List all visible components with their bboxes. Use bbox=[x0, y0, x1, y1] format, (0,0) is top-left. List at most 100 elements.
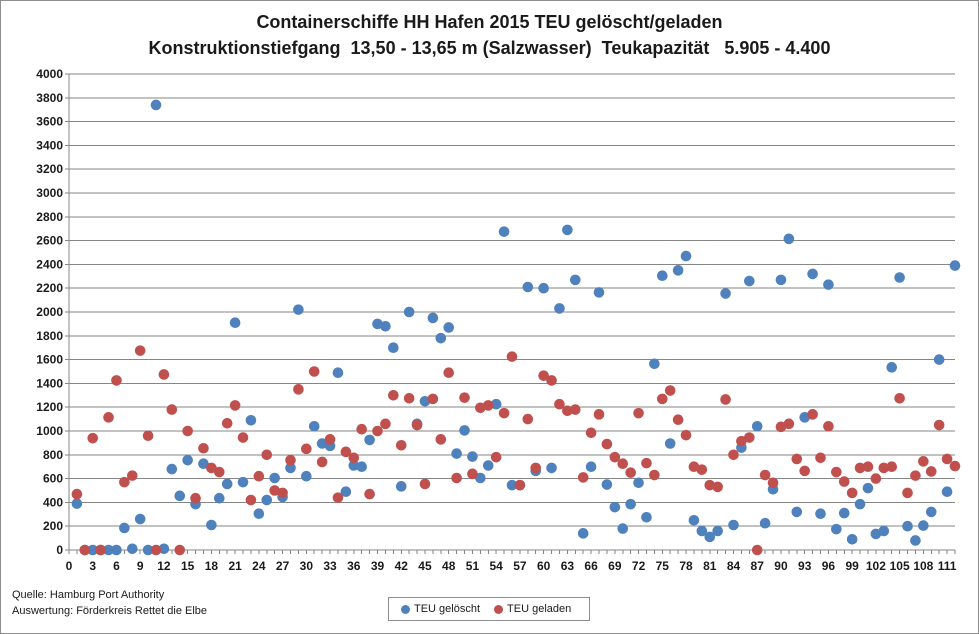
x-tick-label: 18 bbox=[205, 559, 219, 573]
point-teu-geloescht bbox=[886, 362, 898, 373]
point-teu-geloescht bbox=[633, 477, 644, 489]
point-teu-geladen bbox=[71, 488, 83, 500]
point-teu-geloescht bbox=[846, 533, 858, 545]
point-teu-geladen bbox=[696, 464, 708, 475]
point-teu-geladen bbox=[506, 351, 518, 362]
point-teu-geladen bbox=[609, 451, 621, 463]
point-teu-geloescht bbox=[672, 265, 684, 276]
legend-label-geladen: TEU geladen bbox=[507, 603, 572, 615]
x-tick-label: 36 bbox=[347, 559, 361, 573]
point-teu-geloescht bbox=[214, 492, 225, 504]
point-teu-geladen bbox=[253, 470, 265, 482]
point-teu-geladen bbox=[878, 462, 890, 474]
y-tick-label: 3800 bbox=[36, 91, 63, 105]
y-tick-label: 3600 bbox=[36, 115, 63, 129]
point-teu-geladen bbox=[838, 476, 850, 487]
point-teu-geloescht bbox=[498, 226, 510, 237]
point-teu-geloescht bbox=[751, 420, 763, 432]
point-teu-geladen bbox=[680, 429, 692, 441]
point-teu-geladen bbox=[403, 392, 415, 404]
y-tick-label: 4000 bbox=[36, 67, 63, 81]
point-teu-geloescht bbox=[490, 398, 502, 410]
point-teu-geloescht bbox=[198, 458, 209, 470]
point-teu-geladen bbox=[791, 453, 803, 465]
point-teu-geloescht bbox=[617, 523, 629, 534]
x-tick-label: 15 bbox=[181, 559, 195, 573]
x-tick-label: 21 bbox=[228, 559, 242, 573]
point-teu-geladen bbox=[190, 492, 201, 504]
x-tick-label: 60 bbox=[537, 559, 551, 573]
point-teu-geladen bbox=[285, 454, 296, 466]
point-teu-geladen bbox=[641, 457, 652, 469]
point-teu-geloescht bbox=[87, 544, 99, 556]
point-teu-geloescht bbox=[823, 279, 834, 290]
x-tick-label: 33 bbox=[323, 559, 337, 573]
point-teu-geloescht bbox=[403, 306, 415, 318]
point-teu-geladen bbox=[925, 466, 937, 477]
point-teu-geladen bbox=[427, 393, 439, 405]
y-tick-label: 600 bbox=[43, 472, 63, 486]
point-teu-geloescht bbox=[443, 322, 455, 333]
point-teu-geladen bbox=[482, 400, 494, 411]
x-tick-label: 66 bbox=[584, 559, 598, 573]
point-teu-geladen bbox=[744, 432, 755, 443]
x-tick-label: 111 bbox=[938, 559, 957, 573]
point-teu-geladen bbox=[554, 398, 565, 410]
y-tick-label: 2400 bbox=[36, 257, 63, 271]
legend-item-geloescht: TEU gelöscht bbox=[401, 603, 480, 615]
point-teu-geladen bbox=[206, 462, 217, 474]
point-teu-geloescht bbox=[308, 420, 320, 432]
point-teu-geloescht bbox=[435, 332, 447, 344]
point-teu-geloescht bbox=[569, 274, 581, 286]
y-tick-label: 1000 bbox=[36, 424, 63, 438]
point-teu-geladen bbox=[759, 469, 771, 481]
point-teu-geloescht bbox=[759, 517, 771, 529]
y-tick-label: 1600 bbox=[36, 353, 63, 367]
point-teu-geladen bbox=[277, 487, 288, 499]
point-teu-geladen bbox=[767, 477, 779, 489]
point-teu-geladen bbox=[380, 418, 391, 430]
point-teu-geloescht bbox=[103, 544, 114, 556]
point-teu-geloescht bbox=[585, 461, 597, 473]
point-teu-geladen bbox=[664, 385, 676, 396]
point-teu-geladen bbox=[301, 443, 312, 455]
y-tick-label: 2200 bbox=[36, 281, 63, 295]
point-teu-geladen bbox=[126, 470, 138, 481]
point-teu-geloescht bbox=[475, 472, 486, 484]
x-tick-label: 93 bbox=[798, 559, 812, 573]
point-teu-geladen bbox=[348, 452, 360, 464]
x-tick-label: 54 bbox=[489, 559, 503, 573]
y-tick-label: 2800 bbox=[36, 210, 63, 224]
point-teu-geladen bbox=[933, 419, 945, 431]
point-teu-geladen bbox=[910, 470, 921, 481]
point-teu-geladen bbox=[419, 478, 431, 490]
point-teu-geloescht bbox=[364, 434, 375, 446]
y-tick-label: 2000 bbox=[36, 305, 63, 319]
point-teu-geloescht bbox=[522, 281, 534, 293]
point-teu-geladen bbox=[633, 407, 644, 419]
y-tick-label: 1400 bbox=[36, 376, 63, 390]
point-teu-geladen bbox=[214, 466, 225, 478]
y-tick-label: 3000 bbox=[36, 186, 63, 200]
point-teu-geloescht bbox=[427, 312, 439, 324]
point-teu-geloescht bbox=[933, 354, 945, 365]
point-teu-geloescht bbox=[395, 481, 407, 492]
point-teu-geladen bbox=[158, 369, 170, 380]
x-tick-label: 30 bbox=[300, 559, 314, 573]
point-teu-geladen bbox=[736, 435, 747, 447]
point-teu-geladen bbox=[134, 345, 146, 356]
x-tick-label: 99 bbox=[845, 559, 859, 573]
x-tick-label: 27 bbox=[276, 559, 290, 573]
point-teu-geloescht bbox=[918, 520, 929, 531]
x-tick-label: 72 bbox=[632, 559, 646, 573]
x-tick-label: 105 bbox=[890, 559, 910, 573]
point-teu-geladen bbox=[95, 544, 106, 556]
point-teu-geloescht bbox=[562, 224, 573, 236]
point-teu-geloescht bbox=[728, 519, 739, 531]
y-tick-label: 0 bbox=[56, 543, 63, 557]
point-teu-geloescht bbox=[182, 454, 193, 466]
point-teu-geloescht bbox=[174, 490, 186, 502]
x-tick-label: 78 bbox=[679, 559, 693, 573]
y-tick-label: 800 bbox=[43, 448, 63, 462]
point-teu-geladen bbox=[293, 384, 304, 395]
